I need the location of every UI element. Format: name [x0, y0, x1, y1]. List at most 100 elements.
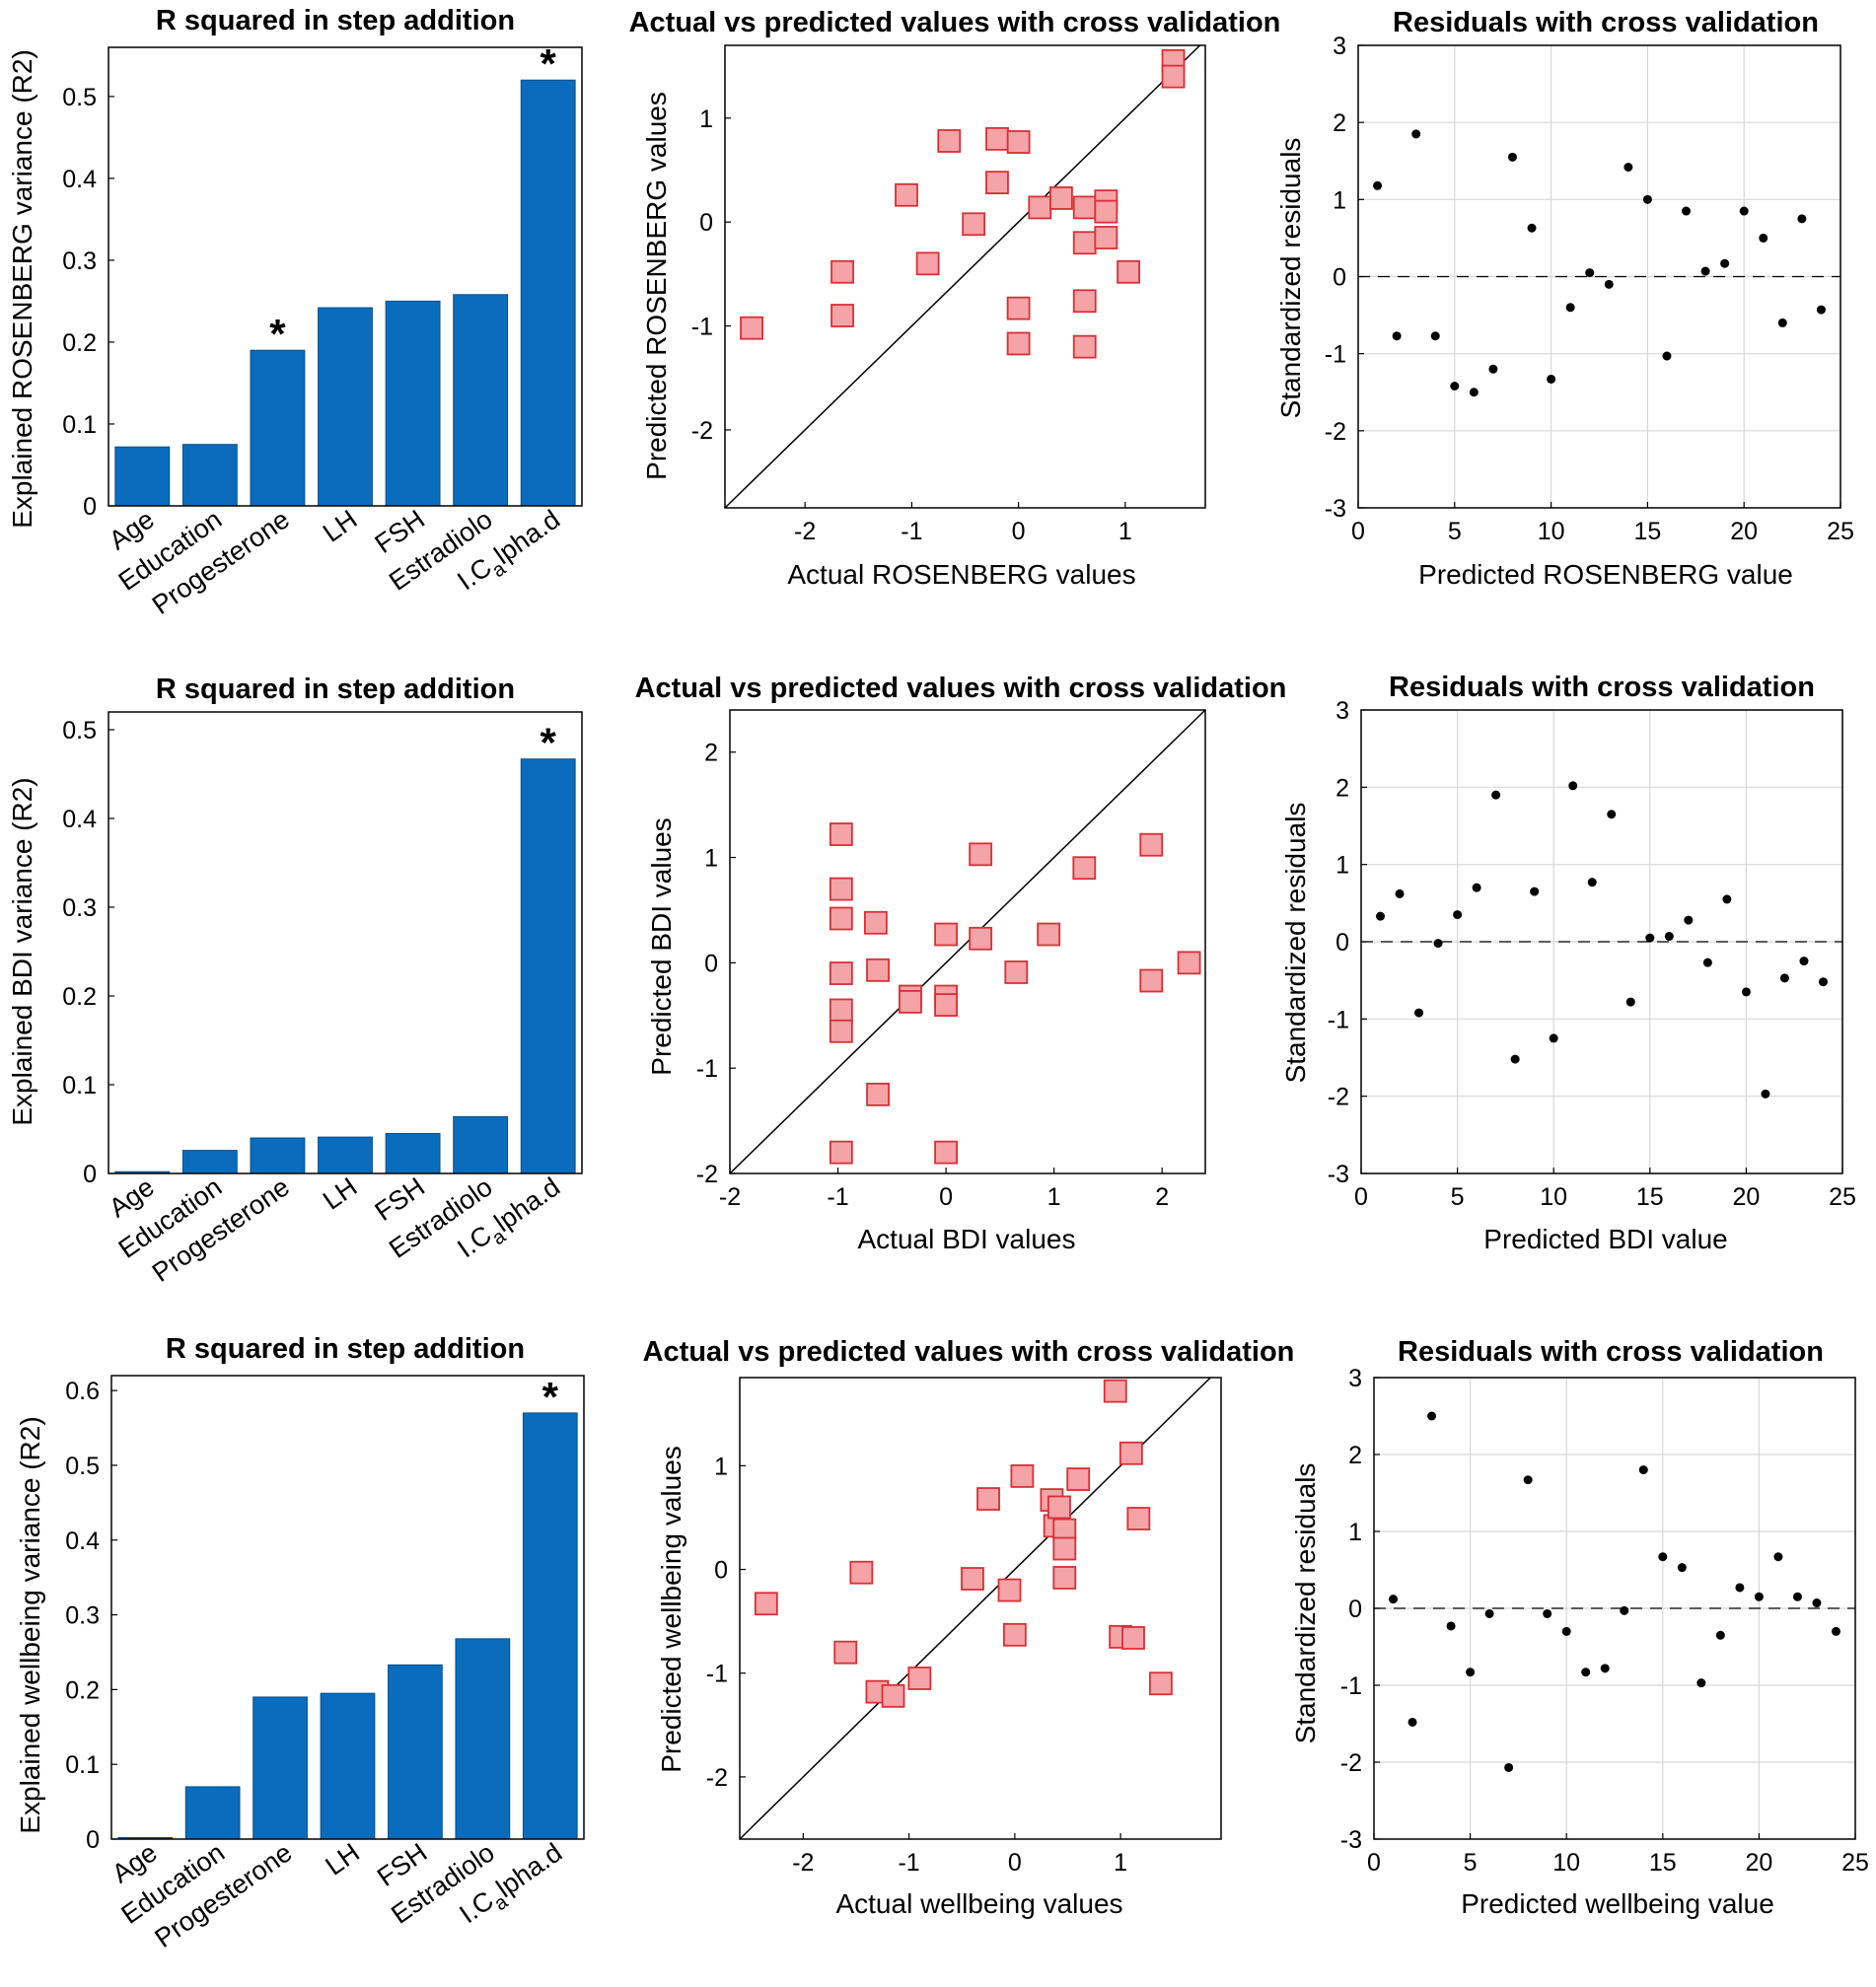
y-tick-label: 1 [1335, 852, 1349, 880]
y-axis-label: Explained ROSENBERG variance (R2) [7, 49, 37, 529]
y-tick-label: 0.3 [65, 1602, 100, 1630]
axes-box [1357, 44, 1841, 509]
bar [318, 1136, 373, 1174]
data-point [829, 1140, 853, 1165]
panel-residuals-bdi: 0 5 10 15 20 25 -3 -2 -1 0 1 2 3 Residuals with cros… [1280, 672, 1856, 1254]
data-point [1587, 878, 1597, 887]
x-tick-label: 0 [1008, 1849, 1022, 1877]
data-point [1527, 223, 1537, 233]
y-tick-label: 1 [1348, 1519, 1362, 1546]
y-tick-label: 1 [714, 1453, 728, 1480]
data-point [1720, 258, 1730, 268]
data-point [1414, 1008, 1424, 1018]
bar [318, 307, 373, 507]
data-point [1466, 1668, 1476, 1677]
data-point [1625, 997, 1635, 1007]
bar [520, 758, 576, 1174]
y-tick-label: -2 [696, 1161, 718, 1188]
y-tick-label: 3 [1333, 33, 1346, 60]
data-point [1547, 374, 1556, 384]
axes-box [739, 1377, 1222, 1840]
data-point [1623, 163, 1633, 173]
data-point [962, 212, 986, 237]
data-point [1094, 199, 1118, 224]
x-tick-label: -1 [901, 518, 922, 545]
y-tick-label: 0.1 [62, 411, 97, 439]
x-tick-label: 20 [1745, 1849, 1772, 1877]
y-tick-label: -2 [1325, 418, 1346, 446]
plot-marks: 0 5 10 15 20 25 -3 -2 -1 0 1 2 3 [1328, 697, 1856, 1211]
y-tick-label: 0.3 [62, 248, 97, 275]
data-point [1006, 130, 1031, 154]
data-point [1658, 1552, 1668, 1562]
data-point [915, 251, 940, 276]
y-tick-label: -3 [1340, 1826, 1362, 1854]
significance-star: * [541, 40, 557, 87]
data-point [907, 1667, 932, 1690]
data-point [829, 822, 853, 846]
axes-box [108, 46, 583, 507]
data-point [849, 1560, 874, 1585]
data-point [830, 304, 854, 327]
data-point [1565, 303, 1575, 313]
x-tick-label: 0 [1354, 1183, 1368, 1211]
data-point [1684, 915, 1694, 925]
data-point [1094, 226, 1118, 249]
bar [181, 1150, 238, 1174]
y-tick-label: 2 [1348, 1442, 1362, 1469]
data-point [1816, 305, 1826, 315]
data-point [1696, 1678, 1706, 1688]
y-tick-label: 0 [704, 950, 718, 977]
data-point [1049, 186, 1073, 210]
y-tick-label: 0 [1348, 1596, 1362, 1623]
data-point [1741, 987, 1751, 997]
data-point [1568, 781, 1578, 791]
data-point [1664, 932, 1674, 942]
x-tick-label: 10 [1552, 1849, 1580, 1877]
panel-title: R squared in step addition [166, 1333, 525, 1365]
data-point [1530, 887, 1540, 896]
data-point [1430, 331, 1440, 341]
x-tick-label: 0 [1012, 518, 1026, 545]
panel-actual-vs-predicted-wellbeing: -2 -1 0 1 -2 -1 0 1 Actual vs predicted values … [643, 1336, 1295, 1919]
y-tick-label: 3 [1335, 697, 1349, 725]
data-point [1010, 1464, 1035, 1488]
data-point [1433, 939, 1443, 949]
data-point [1072, 231, 1097, 255]
y-tick-label: -3 [1325, 495, 1346, 523]
data-point [829, 906, 853, 931]
x-tick-label: 1 [1114, 1849, 1127, 1877]
data-point [985, 171, 1009, 195]
data-point [1407, 1717, 1417, 1727]
y-tick-label: -1 [1325, 341, 1346, 369]
x-tick-label: 5 [1464, 1849, 1478, 1877]
data-point [1446, 1621, 1456, 1631]
y-tick-label: 0 [714, 1557, 728, 1585]
data-point [1103, 1379, 1127, 1403]
plot-marks: 0 5 10 15 20 25 -3 -2 -1 0 1 2 3 [1325, 33, 1854, 545]
x-axis-label: Predicted BDI value [1483, 1224, 1727, 1254]
axes-box [724, 44, 1206, 509]
y-tick-label: 0.2 [62, 983, 97, 1011]
y-axis-label: Predicted ROSENBERG values [641, 92, 672, 480]
axes-box [108, 711, 583, 1174]
bar [253, 1696, 308, 1840]
bar [114, 446, 171, 507]
x-tick-label: 5 [1448, 518, 1462, 545]
data-point [1702, 958, 1712, 967]
data-point [833, 1640, 858, 1665]
x-axis-label: Actual wellbeing values [835, 1888, 1122, 1919]
y-tick-label: 0.2 [62, 329, 97, 357]
data-point [1121, 1626, 1145, 1650]
significance-star: * [269, 311, 286, 357]
data-point [1028, 195, 1052, 220]
bar [181, 444, 238, 507]
y-tick-label: 0.5 [65, 1453, 100, 1480]
data-point [829, 1019, 853, 1043]
panel-title: Residuals with cross validation [1389, 672, 1815, 703]
panel-title: Actual vs predicted values with cross va… [643, 1336, 1295, 1368]
significance-star: * [541, 720, 557, 766]
data-point [1376, 911, 1386, 921]
y-tick-label: -2 [1328, 1084, 1349, 1111]
